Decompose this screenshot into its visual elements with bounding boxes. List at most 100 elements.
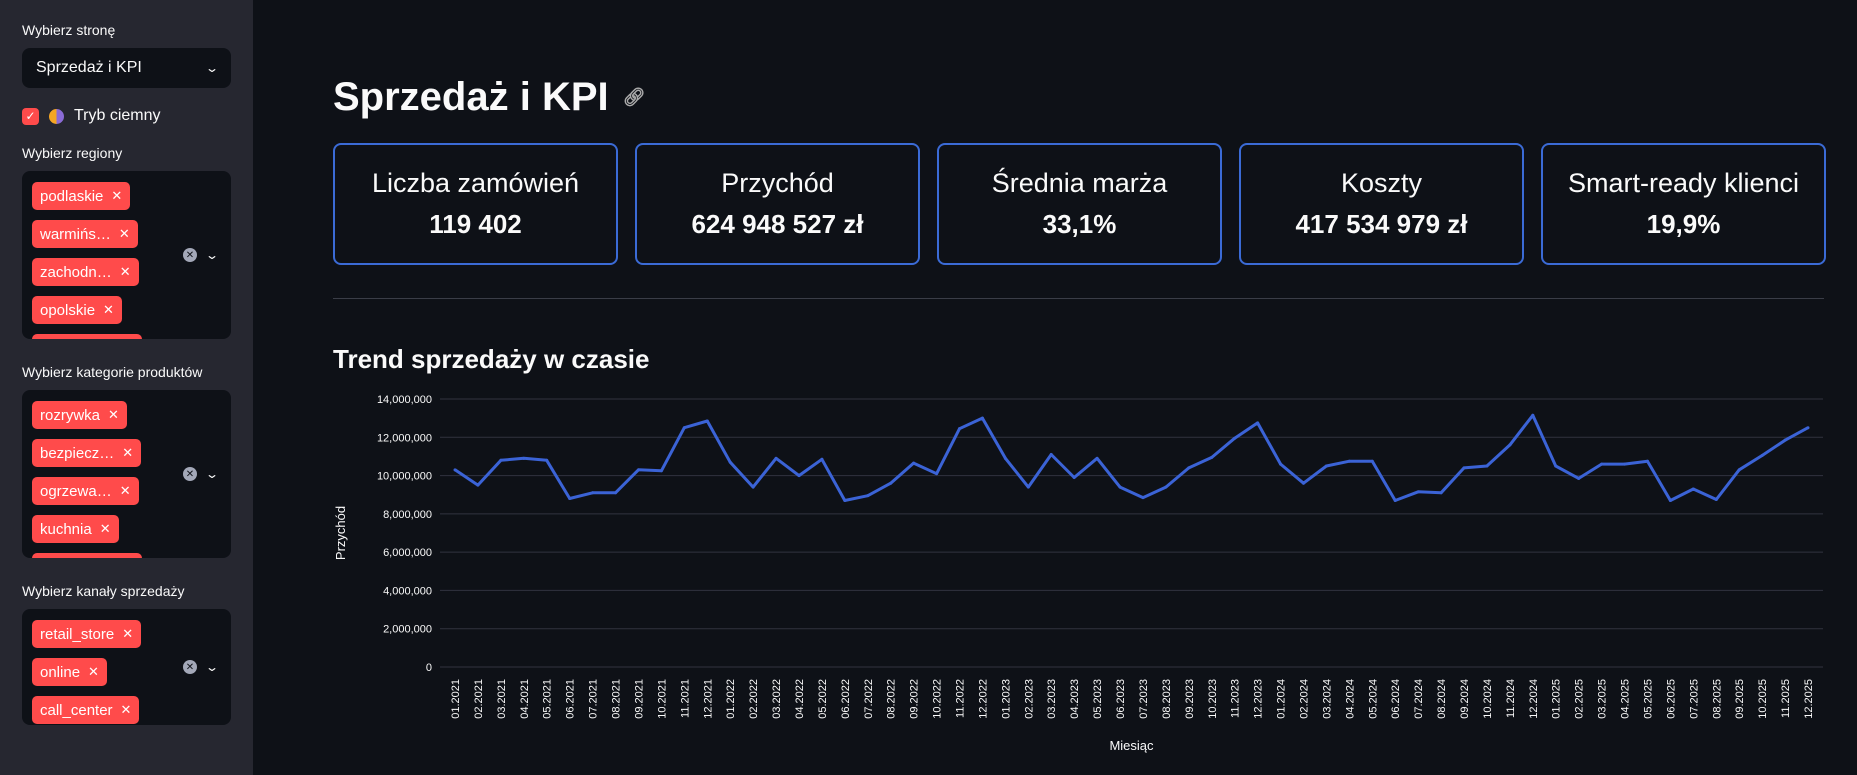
x-tick-label: 11.2025 [1780, 679, 1792, 718]
region-tag[interactable]: opolskie ✕ [32, 296, 122, 324]
category-tag[interactable] [32, 553, 142, 558]
x-tick-label: 06.2025 [1665, 679, 1677, 719]
regions-multiselect[interactable]: podlaskie ✕ warmińs… ✕ zachodn… ✕ opolskie ✕… [22, 171, 231, 339]
category-tag[interactable]: ogrzewa… ✕ [32, 477, 139, 505]
data-point [659, 469, 663, 473]
category-tag[interactable]: rozrywka ✕ [32, 401, 127, 429]
region-tag[interactable]: podlaskie ✕ [32, 182, 131, 210]
remove-icon[interactable]: ✕ [119, 483, 131, 498]
region-tag[interactable]: warmińs… ✕ [32, 220, 138, 248]
x-tick-label: 04.2024 [1344, 679, 1356, 719]
x-tick-label: 08.2025 [1711, 679, 1723, 719]
data-point [728, 460, 732, 464]
data-point [1806, 426, 1810, 430]
x-tick-label: 04.2021 [519, 679, 531, 719]
remove-icon[interactable]: ✕ [111, 188, 123, 203]
channels-multiselect[interactable]: retail_store ✕ online ✕ call_center ✕ ✕ ⌄ [22, 609, 231, 725]
data-point [1049, 453, 1053, 457]
data-point [1256, 421, 1260, 425]
data-point [1600, 462, 1604, 466]
x-tick-label: 08.2022 [886, 679, 898, 719]
data-point [889, 481, 893, 485]
data-point [453, 468, 457, 472]
chevron-down-icon[interactable]: ⌄ [204, 660, 220, 674]
x-tick-label: 01.2022 [725, 679, 737, 719]
data-point [843, 498, 847, 502]
kpi-card: Liczba zamówień 119 402 [333, 143, 618, 265]
sales-trend-chart[interactable]: 0 2,000,000 4,000,000 6,000,000 8,000,000 10,… [333, 385, 1824, 770]
data-point [522, 456, 526, 460]
x-tick-label: 12.2025 [1803, 679, 1815, 719]
clear-icon[interactable]: ✕ [182, 467, 197, 481]
page-select[interactable]: Sprzedaż i KPI ⌄ [22, 48, 231, 88]
data-point [1531, 413, 1535, 417]
checkbox-checked-icon[interactable]: ✓ [22, 107, 39, 125]
kpi-value: 19,9% [1646, 209, 1721, 239]
remove-icon[interactable]: ✕ [119, 264, 131, 279]
remove-icon[interactable]: ✕ [88, 664, 99, 679]
data-point [912, 461, 916, 465]
divider [333, 298, 1824, 299]
remove-icon[interactable]: ✕ [122, 626, 134, 641]
x-tick-label: 06.2022 [840, 679, 852, 719]
x-tick-label: 11.2022 [955, 679, 967, 718]
x-tick-label: 02.2024 [1298, 679, 1310, 719]
x-tick-label: 11.2021 [679, 679, 691, 718]
remove-icon[interactable]: ✕ [118, 226, 130, 241]
data-point [1347, 459, 1351, 463]
channel-tag[interactable]: online ✕ [32, 658, 107, 686]
channel-tag[interactable]: retail_store ✕ [32, 620, 142, 648]
y-axis-title: Przychód [333, 506, 348, 560]
data-point [797, 474, 801, 478]
remove-icon[interactable]: ✕ [108, 407, 119, 422]
x-tick-label: 09.2021 [633, 679, 645, 719]
remove-icon[interactable]: ✕ [103, 302, 114, 317]
link-icon[interactable]: 🔗︎ [622, 87, 646, 107]
x-tick-label: 04.2025 [1620, 679, 1632, 719]
region-tag[interactable]: zachodn… ✕ [32, 258, 139, 286]
x-tick-label: 10.2022 [932, 679, 944, 719]
x-axis-title: Miesiąc [1109, 738, 1154, 753]
channel-tag[interactable]: call_center ✕ [32, 696, 140, 724]
data-point [980, 416, 984, 420]
data-point [1141, 496, 1145, 500]
x-tick-label: 09.2024 [1459, 679, 1471, 719]
x-tick-label: 01.2021 [450, 679, 462, 719]
dark-mode-toggle[interactable]: ✓ Tryb ciemny [22, 107, 231, 125]
x-tick-label: 07.2022 [863, 679, 875, 719]
category-tag[interactable]: bezpiecz… ✕ [32, 439, 142, 467]
x-tick-label: 01.2024 [1276, 679, 1288, 719]
data-point [705, 419, 709, 423]
category-tag[interactable]: kuchnia ✕ [32, 515, 119, 543]
chevron-down-icon[interactable]: ⌄ [204, 248, 220, 262]
region-tag[interactable] [32, 334, 142, 339]
data-point [1393, 498, 1397, 502]
categories-multiselect[interactable]: rozrywka ✕ bezpiecz… ✕ ogrzewa… ✕ kuchnia ✕ … [22, 390, 231, 558]
remove-icon[interactable]: ✕ [120, 702, 132, 717]
remove-icon[interactable]: ✕ [99, 521, 111, 536]
data-point [1462, 466, 1466, 470]
chevron-down-icon: ⌄ [204, 61, 220, 75]
remove-icon[interactable]: ✕ [122, 445, 134, 460]
clear-icon[interactable]: ✕ [182, 248, 197, 262]
data-point [682, 426, 686, 430]
chart-title: Trend sprzedaży w czasie [333, 344, 650, 374]
data-point [1118, 485, 1122, 489]
y-tick-label: 10,000,000 [377, 471, 432, 483]
clear-icon[interactable]: ✕ [182, 660, 197, 674]
x-tick-label: 09.2022 [909, 679, 921, 719]
kpi-label: Średnia marża [991, 168, 1168, 198]
data-point [1164, 485, 1168, 489]
x-tick-label: 10.2021 [656, 679, 668, 719]
x-tick-label: 12.2022 [977, 679, 989, 719]
x-tick-label: 02.2022 [748, 679, 760, 719]
x-tick-label: 09.2023 [1184, 679, 1196, 719]
x-tick-label: 05.2025 [1642, 679, 1654, 719]
chevron-down-icon[interactable]: ⌄ [204, 467, 220, 481]
x-tick-label: 05.2024 [1367, 679, 1379, 719]
kpi-value: 33,1% [1042, 209, 1117, 239]
data-point [1187, 466, 1191, 470]
x-tick-label: 05.2022 [817, 679, 829, 719]
data-point [751, 485, 755, 489]
x-tick-label: 03.2023 [1046, 679, 1058, 719]
